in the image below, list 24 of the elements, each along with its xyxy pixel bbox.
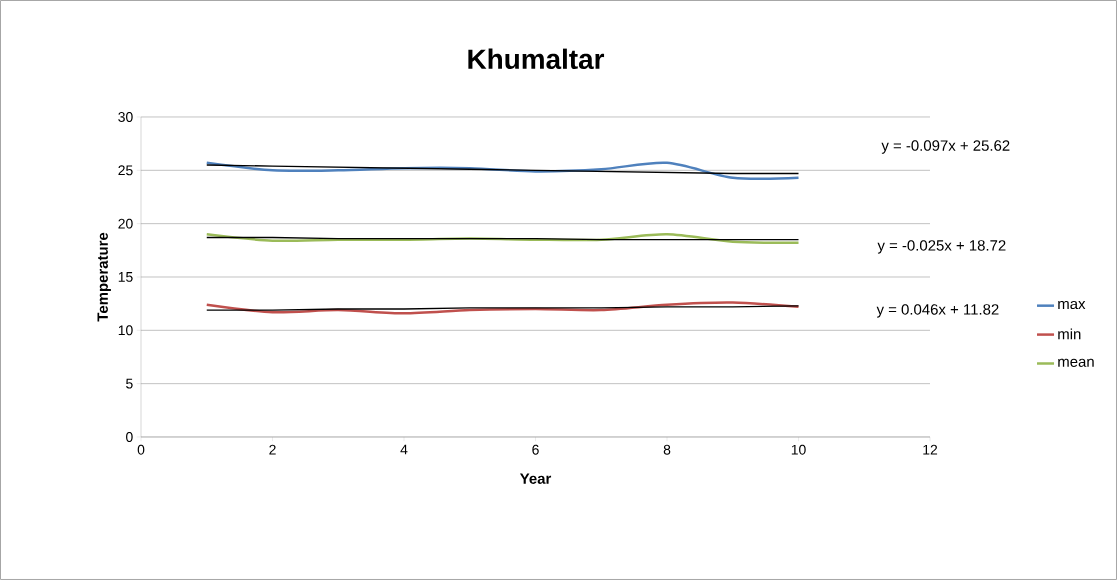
- line-series: [205, 301, 800, 315]
- x-tick-label: 6: [532, 444, 539, 455]
- y-tick-label: 20: [118, 218, 133, 229]
- x-axis-title: Year: [519, 473, 552, 484]
- annotation: y = -0.097x + 25.62: [881, 140, 1010, 154]
- y-tick-label: 25: [118, 165, 133, 176]
- y-tick-label: 5: [126, 378, 133, 389]
- legend-label: mean: [1058, 358, 1094, 367]
- annotation: y = -0.025x + 18.72: [877, 240, 1006, 254]
- y-tick-label: 10: [118, 325, 133, 336]
- x-tick-label: 0: [137, 444, 145, 455]
- legend-label: max: [1058, 300, 1086, 310]
- x-tick-label: 2: [269, 444, 276, 455]
- x-tick-label: 12: [923, 444, 938, 455]
- x-tick-label: 10: [791, 444, 806, 455]
- annotation: y = 0.046x + 11.82: [876, 304, 999, 318]
- chart-title: Khumaltar: [468, 48, 605, 70]
- y-tick-label: 15: [118, 272, 133, 282]
- x-tick-label: 8: [663, 444, 671, 455]
- y-tick-label: 30: [118, 112, 133, 122]
- y-tick-label: 0: [126, 432, 133, 442]
- legend-label: min: [1058, 328, 1081, 340]
- y-axis-title: Temperature: [97, 232, 111, 322]
- x-tick-label: 4: [400, 444, 408, 455]
